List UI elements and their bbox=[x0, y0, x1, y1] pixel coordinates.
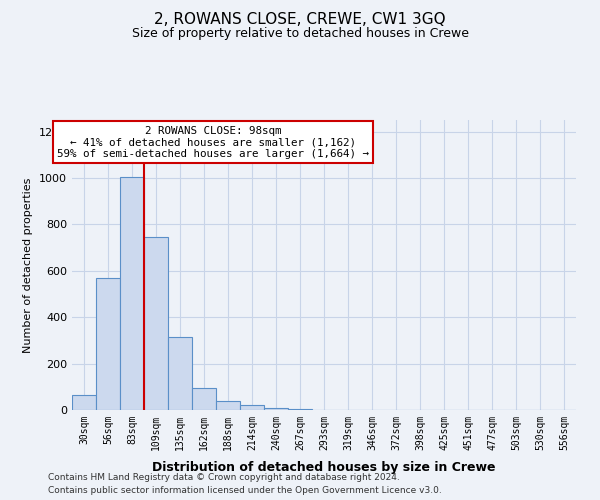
Bar bbox=[240, 406, 264, 410]
Bar bbox=[120, 177, 144, 410]
Text: Size of property relative to detached houses in Crewe: Size of property relative to detached ho… bbox=[131, 28, 469, 40]
Text: Contains public sector information licensed under the Open Government Licence v3: Contains public sector information licen… bbox=[48, 486, 442, 495]
Y-axis label: Number of detached properties: Number of detached properties bbox=[23, 178, 34, 352]
Bar bbox=[96, 278, 120, 410]
Bar bbox=[192, 388, 216, 410]
Text: 2 ROWANS CLOSE: 98sqm
← 41% of detached houses are smaller (1,162)
59% of semi-d: 2 ROWANS CLOSE: 98sqm ← 41% of detached … bbox=[57, 126, 369, 159]
Bar bbox=[288, 409, 312, 410]
Bar bbox=[144, 237, 168, 410]
Text: Contains HM Land Registry data © Crown copyright and database right 2024.: Contains HM Land Registry data © Crown c… bbox=[48, 474, 400, 482]
Text: 2, ROWANS CLOSE, CREWE, CW1 3GQ: 2, ROWANS CLOSE, CREWE, CW1 3GQ bbox=[154, 12, 446, 28]
Bar bbox=[72, 395, 96, 410]
X-axis label: Distribution of detached houses by size in Crewe: Distribution of detached houses by size … bbox=[152, 461, 496, 474]
Bar bbox=[264, 408, 288, 410]
Bar bbox=[216, 400, 240, 410]
Bar bbox=[168, 337, 192, 410]
